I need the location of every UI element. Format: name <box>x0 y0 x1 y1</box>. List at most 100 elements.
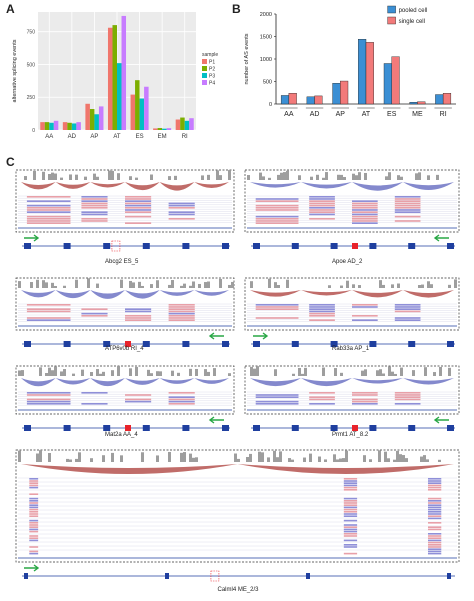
coverage-bar <box>228 373 231 376</box>
read-block <box>125 319 152 321</box>
chart-a: 0 250 500 750 AA AD AP AT ES EM RI alternative spli… <box>12 12 218 140</box>
read-block <box>29 486 39 489</box>
exon <box>291 425 299 431</box>
x-tick-label: ES <box>136 134 144 140</box>
coverage-bar <box>231 281 234 288</box>
coverage-bar <box>394 373 397 376</box>
coverage-bar <box>84 176 87 180</box>
coverage-bar <box>334 368 337 376</box>
exon <box>408 425 416 431</box>
coverage-bar <box>129 280 132 288</box>
gene-label: Calml4 ME_2/3 <box>217 587 259 593</box>
exon <box>369 341 377 347</box>
read-block <box>309 398 335 401</box>
coverage-bar <box>150 373 153 376</box>
coverage-track <box>250 366 451 376</box>
x-tick-label: AD <box>68 134 77 140</box>
gene-label: Apoe AD_2 <box>332 259 363 265</box>
panel-label-b: B <box>232 2 241 16</box>
read-block <box>352 213 378 216</box>
read-block <box>343 552 358 555</box>
coverage-bar <box>249 453 252 462</box>
coverage-track <box>247 170 439 180</box>
bar <box>417 101 426 105</box>
coverage-bar <box>156 280 159 288</box>
bar <box>117 63 122 131</box>
read-block <box>343 511 358 513</box>
coverage-bar <box>66 458 69 462</box>
y-tick-label: 500 <box>263 80 272 86</box>
read-block <box>394 403 421 405</box>
read-block <box>343 482 358 484</box>
coverage-bar <box>180 285 183 288</box>
x-tick-label: ES <box>387 111 397 118</box>
track-frame <box>15 277 235 331</box>
read-block <box>343 535 358 537</box>
coverage-bar <box>48 367 51 376</box>
exon <box>182 425 190 431</box>
exon <box>103 425 111 431</box>
coverage-bar <box>316 174 319 180</box>
exon <box>306 573 310 579</box>
exon <box>408 341 416 347</box>
read-block <box>343 504 358 506</box>
read-block <box>29 497 39 500</box>
read-block <box>343 526 358 528</box>
read-block <box>81 315 108 317</box>
coverage-bar <box>358 285 361 288</box>
coverage-bar <box>132 282 135 288</box>
read-block <box>168 211 195 213</box>
read-block <box>343 515 358 517</box>
coverage-bar <box>309 453 312 462</box>
coverage-bar <box>286 170 289 180</box>
coverage-bar <box>156 371 159 376</box>
coverage-bar <box>189 453 192 462</box>
bar <box>435 94 444 105</box>
read-block <box>427 537 442 539</box>
coverage-track <box>18 450 441 462</box>
exon <box>253 243 260 249</box>
bar <box>409 101 418 105</box>
coverage-track <box>18 278 234 288</box>
read-alignments <box>18 477 457 555</box>
read-alignments <box>247 391 457 406</box>
read-block <box>343 497 358 500</box>
coverage-bar <box>363 455 366 462</box>
coverage-bar <box>117 366 120 376</box>
read-block <box>125 222 152 224</box>
coverage-bar <box>439 366 442 376</box>
legend-entry: P3 <box>209 74 215 80</box>
read-block <box>309 196 335 198</box>
coverage-bar <box>21 370 24 376</box>
bar <box>184 120 190 130</box>
coverage-bar <box>340 174 343 180</box>
read-block <box>427 513 442 515</box>
read-block <box>255 215 299 218</box>
coverage-bar <box>219 278 222 288</box>
coverage-bar <box>424 367 427 376</box>
coverage-bar <box>120 279 123 288</box>
coverage-bar <box>18 370 21 376</box>
read-alignments <box>18 303 232 322</box>
coverage-bar <box>129 368 132 376</box>
read-block <box>125 209 152 211</box>
alt-exon-box <box>210 570 220 582</box>
track-frame <box>15 449 460 563</box>
read-block <box>168 396 195 398</box>
bar <box>442 92 452 105</box>
legend-swatch <box>387 5 396 14</box>
read-block <box>394 396 421 398</box>
coverage-bar <box>352 173 355 180</box>
read-block <box>394 196 421 198</box>
splice-arc <box>403 290 454 298</box>
coverage-bar <box>388 366 391 376</box>
coverage-bar <box>276 457 279 462</box>
exon <box>63 243 71 249</box>
coverage-bar <box>42 171 45 180</box>
read-block <box>343 533 358 535</box>
track-frame <box>15 365 235 415</box>
splice-arc <box>352 290 403 298</box>
coverage-bar <box>18 450 21 462</box>
coverage-bar <box>426 459 429 462</box>
exon <box>408 243 416 249</box>
